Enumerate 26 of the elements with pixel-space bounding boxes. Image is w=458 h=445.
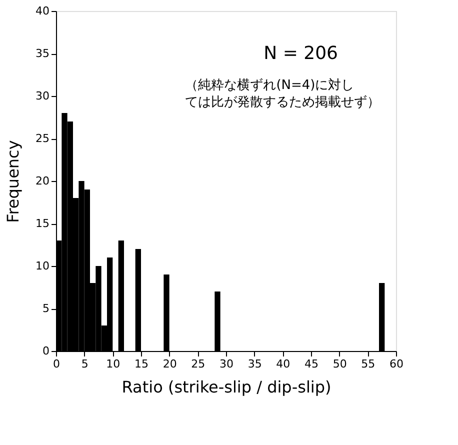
x-tick-label: 30 — [220, 358, 234, 370]
y-tick-label: 15 — [36, 217, 50, 230]
annotation: （純粋な横ずれ(N=4)に対しては比が発散するため掲載せず） — [185, 77, 380, 110]
x-tick-label: 10 — [106, 358, 120, 370]
annotation: N = 206 — [264, 43, 338, 64]
y-tick-label: 35 — [36, 47, 50, 60]
x-tick-label: 35 — [248, 358, 262, 370]
x-tick-label: 15 — [134, 358, 148, 370]
y-tick-label: 30 — [36, 90, 50, 102]
y-axis-title: Frequency — [4, 140, 23, 223]
y-tick-label: 40 — [36, 4, 50, 18]
x-tick-label: 55 — [361, 358, 376, 370]
y-tick-label: 0 — [42, 344, 50, 358]
y-tick-label: 20 — [36, 174, 50, 188]
x-tick-label: 5 — [81, 358, 88, 370]
x-tick-label: 60 — [390, 358, 404, 370]
x-tick-label: 50 — [332, 358, 347, 370]
x-tick-label: 25 — [191, 358, 206, 370]
y-tick-label: 5 — [42, 302, 50, 315]
x-axis-title: Ratio (strike-slip / dip-slip) — [122, 378, 332, 396]
x-tick-label: 20 — [162, 358, 177, 370]
x-tick-label: 45 — [304, 358, 318, 370]
x-tick-label: 40 — [276, 358, 290, 370]
x-tick-label: 0 — [53, 358, 60, 370]
y-tick-label: 25 — [36, 132, 50, 145]
y-tick-label: 10 — [36, 260, 50, 272]
